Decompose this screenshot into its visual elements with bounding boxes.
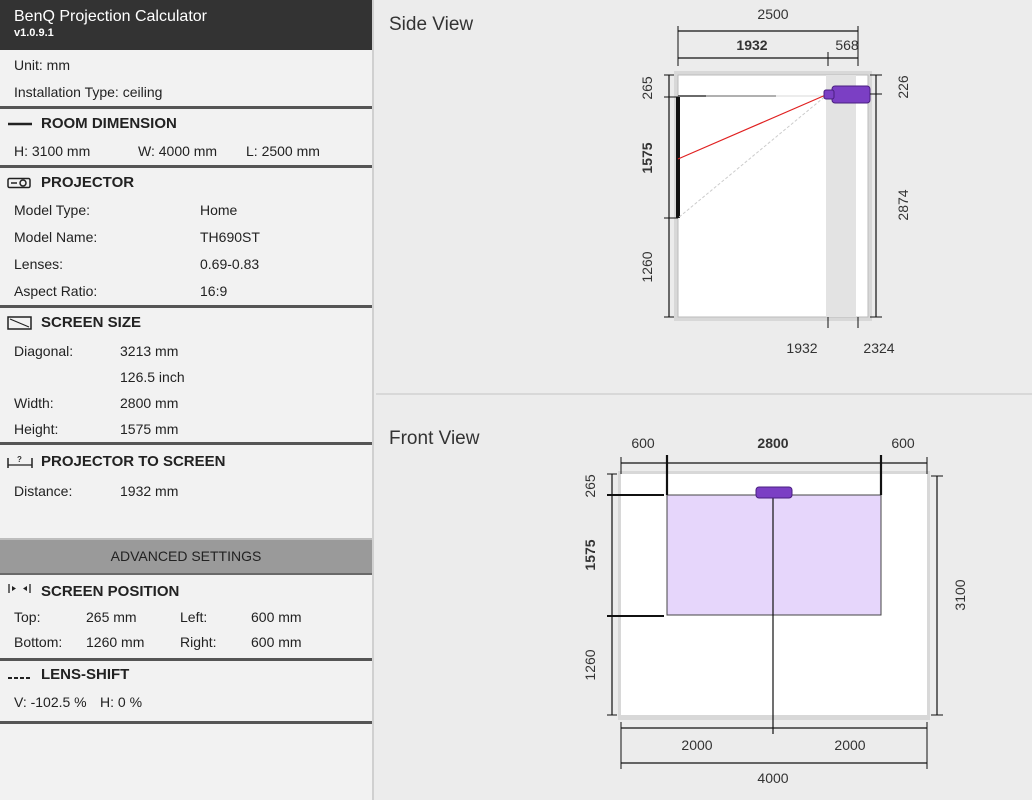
room-height: H: 3100 mm <box>14 143 91 159</box>
side-dim-ceiling: 226 <box>895 75 911 99</box>
front-dim-screen-height: 1575 <box>582 539 598 570</box>
projector-to-screen-heading: ? PROJECTOR TO SCREEN <box>0 447 372 476</box>
screen-position-icon <box>8 584 31 593</box>
diagonal-mm[interactable]: 3213 mm <box>120 343 179 359</box>
projector-icon <box>7 177 31 189</box>
front-view-title: Front View <box>389 428 480 449</box>
front-dim-bottom: 1260 <box>582 649 598 680</box>
model-name-value[interactable]: TH690ST <box>200 229 260 245</box>
preview-panel: Side View 2500 1932 568 <box>376 0 1032 800</box>
side-dim-floor-throw: 1932 <box>786 340 817 356</box>
front-dim-top: 265 <box>582 474 598 498</box>
advanced-settings-button[interactable]: ADVANCED SETTINGS <box>0 538 372 575</box>
side-view-diagram: 2500 1932 568 265 1575 1260 226 2874 193… <box>639 6 911 356</box>
front-view-diagram: 600 2800 600 265 1575 1260 3100 2000 200… <box>582 435 968 786</box>
beam-center-line <box>677 93 829 160</box>
aspect-ratio-value[interactable]: 16:9 <box>200 283 228 299</box>
lens-shift-h[interactable]: H: 0 % <box>100 694 143 710</box>
front-screen <box>666 494 882 616</box>
side-dim-top: 265 <box>639 76 655 100</box>
left-label: Left: <box>180 609 208 625</box>
lens-shift-v[interactable]: V: -102.5 % <box>14 694 87 710</box>
projector-section: PROJECTOR Model Type: Home Model Name: TH6… <box>0 168 372 308</box>
screen-size-section: SCREEN SIZE Diagonal: 3213 mm 126.5 inch … <box>0 308 372 445</box>
side-dim-screen-height: 1575 <box>639 142 655 173</box>
app-title: BenQ Projection Calculator <box>14 8 207 25</box>
lens-shift-heading: LENS-SHIFT <box>0 661 372 689</box>
distance-icon: ? <box>7 455 33 468</box>
side-dim-floor-to-projector: 2874 <box>895 189 911 220</box>
height-value[interactable]: 1575 mm <box>120 421 179 437</box>
aspect-ratio-label: Aspect Ratio: <box>14 283 98 299</box>
side-dim-floor-rear: 2324 <box>863 340 894 356</box>
projector-heading: PROJECTOR <box>0 168 372 197</box>
top-label: Top: <box>14 609 41 625</box>
screen-size-heading: SCREEN SIZE <box>0 308 372 338</box>
model-name-label: Model Name: <box>14 229 98 245</box>
lens-shift-section: LENS-SHIFT V: -102.5 % H: 0 % <box>0 661 372 724</box>
room-length: L: 2500 mm <box>246 143 320 159</box>
height-label: Height: <box>14 421 59 437</box>
right-label: Right: <box>180 634 217 650</box>
distance-label: Distance: <box>14 483 73 499</box>
front-dim-left: 600 <box>631 435 655 451</box>
bottom-label: Bottom: <box>14 634 63 650</box>
front-view: Front View 600 2800 600 265 <box>376 397 1032 800</box>
settings-panel: BenQ Projection Calculator v1.0.9.1 Unit… <box>0 0 374 800</box>
front-dim-screen-width: 2800 <box>757 435 788 451</box>
bottom-value[interactable]: 1260 mm <box>86 634 145 650</box>
room-dimension-icon <box>8 122 32 126</box>
right-value[interactable]: 600 mm <box>251 634 302 650</box>
side-dim-total-length: 2500 <box>757 6 788 22</box>
title-bar: BenQ Projection Calculator v1.0.9.1 <box>0 0 372 50</box>
room-width: W: 4000 mm <box>138 143 218 159</box>
front-dim-half-right: 2000 <box>834 737 865 753</box>
width-value[interactable]: 2800 mm <box>120 395 179 411</box>
side-view: Side View 2500 1932 568 <box>376 0 1032 395</box>
distance-value[interactable]: 1932 mm <box>120 483 179 499</box>
lenses-value[interactable]: 0.69-0.83 <box>200 256 260 272</box>
app-version: v1.0.9.1 <box>14 27 54 39</box>
lens-shift-icon <box>8 677 32 679</box>
side-dim-throw: 1932 <box>736 37 767 53</box>
front-dim-room-height: 3100 <box>952 579 968 610</box>
general-section: Unit: mm Installation Type: ceiling <box>0 50 372 109</box>
screen-position-heading: SCREEN POSITION <box>0 578 372 605</box>
side-dim-bottom: 1260 <box>639 251 655 282</box>
projector-to-screen-section: ? PROJECTOR TO SCREEN Distance: 1932 mm <box>0 447 372 538</box>
diagonal-label: Diagonal: <box>14 343 74 359</box>
model-type-label: Model Type: <box>14 202 91 218</box>
front-dim-right: 600 <box>891 435 915 451</box>
model-type-value[interactable]: Home <box>200 202 238 218</box>
diagonal-inch[interactable]: 126.5 inch <box>120 369 185 385</box>
screen-position-section: SCREEN POSITION Top: 265 mm Left: 600 mm… <box>0 575 372 661</box>
top-value[interactable]: 265 mm <box>86 609 137 625</box>
side-dim-rear: 568 <box>835 37 859 53</box>
front-projector <box>755 486 793 499</box>
width-label: Width: <box>14 395 54 411</box>
side-projector <box>831 85 871 104</box>
room-dimension-heading: ROOM DIMENSION <box>0 109 372 138</box>
lenses-label: Lenses: <box>14 256 64 272</box>
installation-text: Installation Type: ceiling <box>14 84 163 100</box>
front-dim-half-left: 2000 <box>681 737 712 753</box>
screen-size-icon <box>7 316 32 330</box>
unit-text: Unit: mm <box>14 57 70 73</box>
room-dimension-section: ROOM DIMENSION H: 3100 mm W: 4000 mm L: … <box>0 109 372 168</box>
front-dim-room-width: 4000 <box>757 770 788 786</box>
left-value[interactable]: 600 mm <box>251 609 302 625</box>
side-view-title: Side View <box>389 14 474 35</box>
svg-text:?: ? <box>17 455 22 464</box>
